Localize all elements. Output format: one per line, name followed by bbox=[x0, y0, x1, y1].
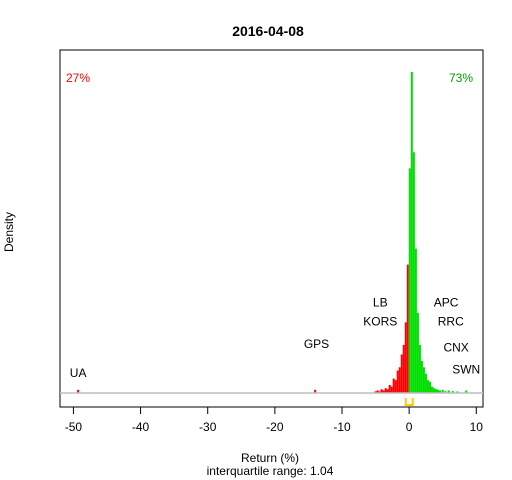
outlier-labels: UA GPS LB KORS APC RRC CNX SWN bbox=[70, 295, 480, 380]
histogram-bar bbox=[422, 367, 425, 393]
histogram-bar bbox=[402, 344, 405, 393]
histogram-bar bbox=[394, 380, 397, 393]
quartile-marker bbox=[404, 398, 407, 406]
histogram-bar bbox=[437, 389, 440, 393]
x-tick-label: 0 bbox=[406, 420, 413, 434]
x-tick-label: 10 bbox=[470, 420, 484, 434]
histogram-bar bbox=[414, 248, 417, 393]
histogram-bar bbox=[465, 390, 468, 393]
histogram-bar bbox=[404, 322, 407, 393]
histogram-bar bbox=[410, 72, 413, 393]
histogram-bar bbox=[392, 378, 395, 393]
histogram-bar bbox=[444, 391, 447, 393]
chart-title: 2016-04-08 bbox=[232, 23, 304, 39]
histogram-bar bbox=[426, 380, 429, 393]
histogram-bar bbox=[441, 389, 444, 393]
histogram-bar bbox=[382, 390, 385, 393]
x-axis: -50 -40 -30 -20 -10 0 10 bbox=[65, 406, 484, 434]
histogram-bar bbox=[412, 152, 415, 393]
histogram-bar bbox=[424, 373, 427, 393]
histogram-bar bbox=[416, 312, 419, 393]
histogram-bar bbox=[418, 344, 421, 393]
outlier-label: SWN bbox=[452, 363, 480, 377]
histogram-bar bbox=[428, 381, 431, 393]
histogram-bar bbox=[380, 389, 383, 393]
histogram-bar bbox=[374, 391, 377, 393]
histogram-bar bbox=[439, 390, 442, 393]
histogram-bar bbox=[447, 390, 450, 393]
histogram-bar bbox=[390, 386, 393, 393]
outlier-label: LB bbox=[373, 295, 388, 309]
histogram-bar bbox=[77, 389, 80, 393]
x-tick-label: -20 bbox=[266, 420, 284, 434]
histogram-bar bbox=[434, 389, 438, 393]
histogram-bar bbox=[400, 354, 403, 393]
histogram-bars bbox=[77, 72, 468, 393]
chart-subtitle: interquartile range: 1.04 bbox=[207, 464, 334, 478]
x-axis-label: Return (%) bbox=[241, 451, 299, 465]
histogram-bar bbox=[420, 360, 423, 393]
outlier-label: APC bbox=[434, 295, 459, 309]
x-tick-label: -10 bbox=[333, 420, 351, 434]
quartile-marker bbox=[411, 398, 414, 406]
outlier-label: RRC bbox=[438, 315, 464, 329]
outlier-label: GPS bbox=[304, 337, 329, 351]
histogram-bar bbox=[378, 391, 381, 393]
histogram-bar bbox=[430, 386, 433, 393]
histogram-bar bbox=[314, 389, 317, 393]
plot-frame bbox=[59, 49, 484, 408]
histogram-bar bbox=[406, 264, 409, 393]
histogram-bar bbox=[386, 389, 389, 393]
outlier-label: KORS bbox=[363, 315, 397, 329]
histogram-bar bbox=[432, 388, 435, 393]
x-tick-label: -40 bbox=[132, 420, 150, 434]
x-tick-label: -50 bbox=[65, 420, 83, 434]
x-tick-label: -30 bbox=[199, 420, 217, 434]
histogram-bar bbox=[451, 391, 454, 393]
histogram-bar bbox=[398, 367, 401, 393]
outlier-label: UA bbox=[70, 366, 87, 380]
y-axis-label: Density bbox=[2, 212, 16, 252]
histogram-bar bbox=[408, 168, 411, 393]
positive-share-label: 73% bbox=[449, 71, 473, 85]
histogram-bar bbox=[384, 388, 387, 393]
negative-share-label: 27% bbox=[66, 71, 90, 85]
histogram-bar bbox=[388, 384, 391, 393]
histogram-bar bbox=[456, 391, 459, 393]
histogram-bar bbox=[376, 390, 379, 393]
outlier-label: CNX bbox=[443, 340, 468, 354]
histogram-bar bbox=[396, 370, 399, 393]
